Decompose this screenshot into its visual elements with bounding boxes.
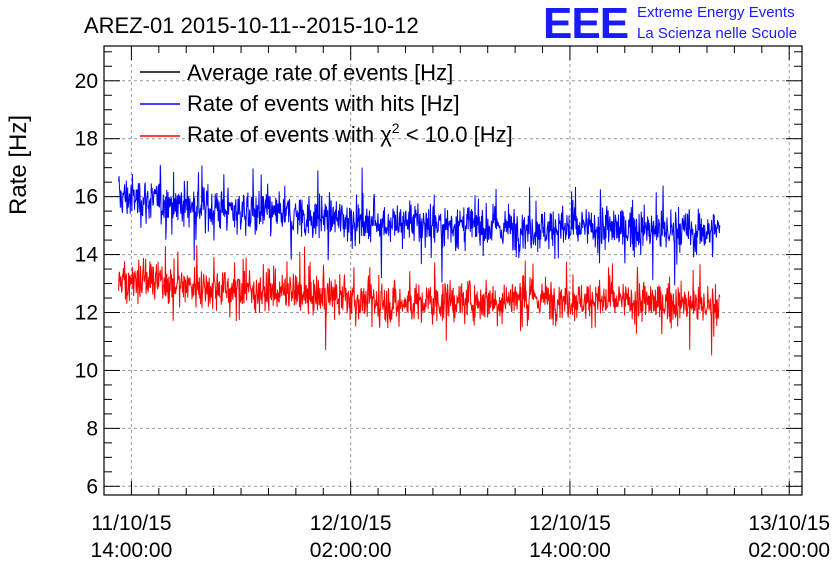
legend-label-hits: Rate of events with hits [Hz]	[187, 91, 460, 116]
axis-ticks	[103, 46, 802, 495]
legend-label-average: Average rate of events [Hz]	[187, 60, 453, 85]
series-line-1	[118, 164, 721, 286]
x-tick-label-time: 02:00:00	[310, 539, 392, 562]
y-tick-label: 12	[75, 302, 98, 325]
y-tick-label: 10	[75, 359, 98, 382]
x-tick-label-date: 11/10/15	[91, 512, 171, 535]
plot-frame	[103, 45, 803, 496]
legend-label-chi2: Rate of events with χ2 < 10.0 [Hz]	[187, 120, 513, 147]
series-layer	[118, 164, 721, 356]
y-tick-label: 20	[75, 70, 98, 93]
x-tick-label-time: 02:00:00	[748, 539, 830, 562]
chart-title: AREZ-01 2015-10-11--2015-10-12	[84, 13, 419, 38]
x-tick-label-time: 14:00:00	[91, 539, 173, 562]
x-tick-label-date: 13/10/15	[748, 512, 830, 535]
y-tick-label: 6	[86, 475, 98, 498]
x-tick-label-date: 12/10/15	[529, 512, 611, 535]
y-tick-label: 16	[75, 186, 98, 209]
x-tick-label-time: 14:00:00	[529, 539, 611, 562]
logo-text: EEE	[543, 0, 628, 48]
eee-logo: EEE Extreme Energy Events La Scienza nel…	[543, 0, 797, 48]
legend: Average rate of events [Hz] Rate of even…	[140, 60, 513, 147]
x-tick-label-date: 12/10/15	[310, 512, 392, 535]
series-line-2	[118, 245, 721, 356]
y-tick-label: 14	[75, 244, 99, 267]
y-tick-label: 18	[75, 128, 98, 151]
logo-line-2: La Scienza nelle Scuole	[637, 25, 797, 42]
y-axis-title: Rate [Hz]	[5, 115, 32, 215]
y-tick-label: 8	[86, 417, 98, 440]
y-tick-labels: 6 8 10 12 14 16 18 20	[75, 70, 99, 499]
x-tick-labels: 11/10/15 14:00:00 12/10/15 02:00:00 12/10/15…	[91, 512, 831, 562]
grid-lines	[104, 46, 802, 495]
logo-line-1: Extreme Energy Events	[637, 4, 795, 21]
